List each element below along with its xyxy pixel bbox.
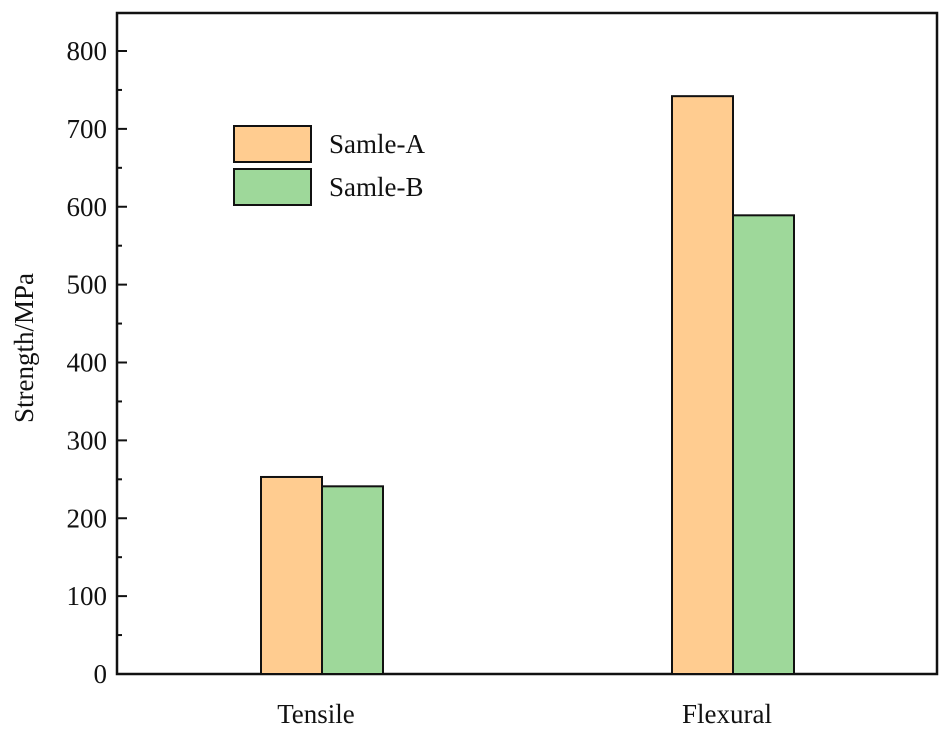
y-tick-label: 500	[67, 270, 108, 300]
y-tick-label: 300	[67, 425, 108, 455]
bars	[260, 95, 795, 676]
x-axis-tick-labels: Tensile Flexural	[277, 699, 772, 729]
y-tick-label: 400	[67, 348, 108, 378]
y-axis-tick-labels: 0 100 200 300 400 500 600 700 800	[67, 36, 108, 689]
legend-label: Samle-A	[329, 129, 425, 159]
y-axis-title: Strength/MPa	[9, 273, 39, 423]
y-axis-ticks	[117, 50, 127, 675]
plot-frame	[115, 11, 939, 676]
bar-tensile-samle-b	[321, 485, 384, 676]
legend-label: Samle-B	[329, 172, 424, 202]
bar-flexural-samle-a	[671, 95, 734, 676]
legend-swatch	[233, 125, 312, 163]
y-tick-label: 100	[67, 581, 108, 611]
y-tick-label: 200	[67, 503, 108, 533]
y-tick-label: 600	[67, 192, 108, 222]
y-tick-label: 0	[94, 659, 108, 689]
bar-flexural-samle-b	[732, 214, 795, 675]
legend: Samle-A Samle-B	[233, 125, 425, 206]
y-tick-label: 700	[67, 114, 108, 144]
x-category-label: Flexural	[682, 699, 772, 729]
y-tick-label: 800	[67, 36, 108, 66]
x-category-label: Tensile	[277, 699, 355, 729]
bar-tensile-samle-a	[260, 475, 323, 675]
legend-swatch	[233, 168, 312, 206]
